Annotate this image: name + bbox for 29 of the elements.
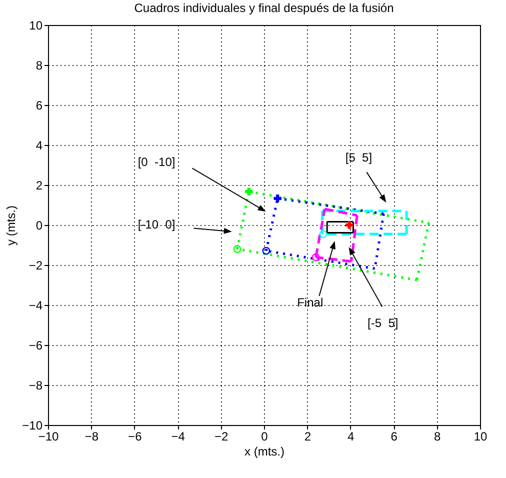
chart-title: Cuadros individuales y final después de la fusión xyxy=(134,1,394,15)
y-tick-label: 4 xyxy=(36,138,43,152)
y-tick-label: −6 xyxy=(28,338,43,352)
annotation: [-10 0] xyxy=(138,218,176,232)
y-tick-label: −2 xyxy=(28,258,43,272)
x-tick-label: 4 xyxy=(348,430,355,444)
y-tick-label: −4 xyxy=(28,298,43,312)
y-tick-label: 10 xyxy=(29,18,43,32)
y-tick-label: 6 xyxy=(36,98,43,112)
x-tick-label: −2 xyxy=(214,430,228,444)
y-tick-label: 8 xyxy=(36,58,43,72)
y-tick-label: 0 xyxy=(36,218,43,232)
y-tick-label: 2 xyxy=(36,178,43,192)
y-axis-title: y (mts.) xyxy=(4,206,18,246)
x-tick-label: 2 xyxy=(304,430,312,444)
x-tick-label: 0 xyxy=(261,430,268,444)
x-tick-label: 10 xyxy=(474,430,488,444)
x-tick-label: −4 xyxy=(171,430,186,444)
x-axis-title: x (mts.) xyxy=(244,444,284,458)
x-tick-label: −6 xyxy=(128,430,142,444)
y-tick-label: −8 xyxy=(28,378,43,392)
annotation: [0 -10] xyxy=(138,154,176,169)
annotation: [-5 5] xyxy=(368,316,398,330)
x-tick-label: 8 xyxy=(434,430,441,444)
x-tick-label: 6 xyxy=(390,430,398,444)
y-tick-label: −10 xyxy=(22,418,43,432)
annotation: Final xyxy=(297,296,324,310)
annotation: [5 5] xyxy=(345,150,372,164)
x-tick-label: −8 xyxy=(84,430,99,444)
